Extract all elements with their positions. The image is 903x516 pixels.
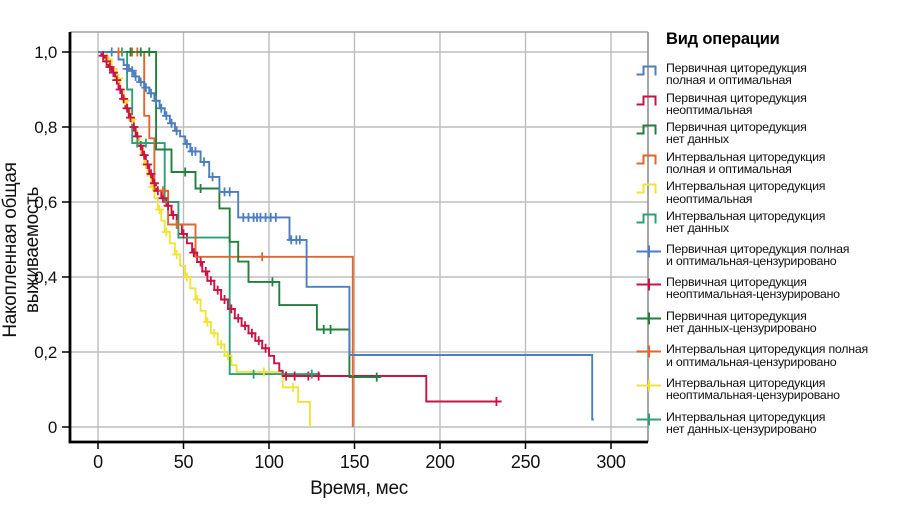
- legend-label-line: Интервальная циторедукция: [666, 149, 826, 164]
- legend-label-line: полная и оптимальная: [666, 162, 792, 177]
- legend-item: Интервальная циторедукция неоптимальная-ц…: [636, 377, 902, 402]
- y-tick-label: 0,4: [34, 268, 57, 287]
- legend-marker-glyph: [636, 413, 661, 426]
- legend-item-label: Интервальная циторедукция полная и оптима…: [666, 149, 826, 177]
- legend-item-label: Интервальная циторедукция полная и оптима…: [666, 343, 868, 368]
- survival-curve: [98, 51, 502, 403]
- legend-step-line-icon: [636, 65, 657, 76]
- legend-label-line: Первичная циторедукция: [666, 61, 807, 75]
- legend-marker-glyph: [636, 183, 657, 194]
- legend-label-line: Интервальная циторедукция: [666, 409, 826, 424]
- legend-item-label: Первичная циторедукция неоптимальная: [666, 90, 807, 117]
- legend-item: Интервальная циторедукция полная и оптима…: [636, 343, 902, 368]
- legend-censor-marker-icon: [636, 345, 661, 358]
- legend-marker-glyph: [636, 345, 661, 358]
- legend-label-line: Интервальная циторедукция: [666, 179, 826, 194]
- legend-item: Интервальная циторедукция неоптимальная: [636, 180, 902, 205]
- legend-item: Первичная циторедукция нет данных: [636, 121, 902, 146]
- legend-item: Первичная циторедукция полная и оптимальн…: [636, 62, 902, 87]
- x-tick-label: 200: [425, 452, 454, 472]
- legend-label-line: нет данных: [666, 132, 729, 147]
- legend-label-line: и оптимальная-цензурировано: [666, 253, 837, 268]
- legend-label-line: Первичная циторедукция полная: [666, 241, 850, 256]
- x-tick-label: 100: [254, 452, 283, 472]
- y-tick-label: 1,0: [34, 43, 57, 62]
- legend-label-line: и оптимальная-цензурировано: [666, 354, 837, 369]
- legend-label-line: нет данных: [666, 221, 729, 236]
- y-tick-label: 0,6: [34, 193, 57, 212]
- legend-censor-marker-icon: [636, 312, 661, 325]
- legend-marker-glyph: [636, 278, 661, 291]
- x-tick-label: 150: [340, 452, 369, 472]
- legend-marker-glyph: [636, 95, 657, 106]
- legend-censor-marker-icon: [636, 379, 661, 392]
- legend-label-line: Интервальная циторедукция полная: [666, 342, 868, 357]
- legend: Вид операции Первичная циторедукция полна…: [636, 30, 902, 444]
- legend-item: Первичная циторедукция неоптимальная-ценз…: [636, 276, 902, 301]
- x-tick-label: 50: [174, 452, 194, 472]
- legend-censor-marker-icon: [636, 245, 661, 258]
- legend-item: Первичная циторедукция неоптимальная: [636, 90, 902, 117]
- legend-item: Первичная циторедукция нет данных-цензури…: [636, 308, 902, 336]
- legend-item-label: Первичная циторедукция неоптимальная-ценз…: [666, 276, 840, 301]
- legend-marker-glyph: [636, 213, 657, 224]
- legend-label-line: Первичная циторедукция: [666, 90, 807, 105]
- legend-marker-glyph: [636, 154, 657, 165]
- survival-curve: [98, 51, 379, 379]
- x-tick-label: 0: [93, 452, 103, 472]
- legend-step-line-icon: [636, 183, 657, 194]
- legend-items: Первичная циторедукция полная и оптимальн…: [636, 62, 902, 435]
- legend-label-line: неоптимальная-цензурировано: [666, 287, 840, 302]
- legend-item-label: Первичная циторедукция нет данных-цензури…: [666, 308, 817, 336]
- legend-item-label: Первичная циторедукция полная и оптимальн…: [666, 241, 850, 268]
- legend-marker-glyph: [636, 312, 661, 325]
- legend-censor-marker-icon: [636, 413, 661, 426]
- legend-marker-glyph: [636, 65, 657, 76]
- survival-curve: [98, 51, 321, 376]
- legend-item-label: Первичная циторедукция полная и оптимальн…: [666, 62, 807, 87]
- legend-label-line: Интервальная циторедукция: [666, 208, 826, 223]
- legend-label-line: нет данных-цензурировано: [666, 421, 817, 436]
- legend-step-line-icon: [636, 213, 657, 224]
- legend-step-line-icon: [636, 154, 657, 165]
- y-tick-label: 0,8: [34, 118, 57, 137]
- legend-label-line: Первичная циторедукция: [666, 120, 807, 135]
- legend-label-line: Интервальная циторедукция: [666, 375, 826, 390]
- legend-label-line: Первичная циторедукция: [666, 308, 807, 323]
- legend-item-label: Интервальная циторедукция неоптимальная: [666, 179, 826, 206]
- legend-title: Вид операции: [666, 30, 780, 48]
- legend-step-line-icon: [636, 124, 657, 135]
- legend-item: Интервальная циторедукция нет данных-ценз…: [636, 409, 902, 436]
- legend-item: Интервальная циторедукция нет данных: [636, 210, 902, 235]
- survival-curve: [98, 51, 594, 421]
- legend-label-line: неоптимальная-цензурировано: [666, 388, 840, 403]
- x-tick-label: 250: [511, 452, 540, 472]
- legend-label-line: нет данных-цензурировано: [666, 321, 817, 336]
- legend-item-label: Интервальная циторедукция нет данных-ценз…: [666, 409, 826, 436]
- x-axis-title: Время, мес: [310, 478, 408, 499]
- legend-marker-glyph: [636, 379, 661, 392]
- legend-label-line: полная и оптимальная: [666, 73, 792, 88]
- legend-label-line: Первичная циторедукция: [666, 275, 807, 290]
- legend-item: Первичная циторедукция полная и оптимальн…: [636, 241, 902, 268]
- legend-marker-glyph: [636, 245, 661, 258]
- y-tick-label: 0: [48, 418, 57, 437]
- y-axis-title: Накопленная общая выживаемость: [0, 162, 43, 338]
- legend-label-line: неоптимальная: [666, 191, 753, 206]
- legend-item-label: Интервальная циторедукция нет данных: [666, 208, 826, 236]
- legend-item-label: Первичная циторедукция нет данных: [666, 121, 807, 146]
- legend-marker-glyph: [636, 124, 657, 135]
- legend-item: Интервальная циторедукция полная и оптима…: [636, 149, 902, 177]
- legend-step-line-icon: [636, 95, 657, 106]
- survival-curve: [98, 51, 354, 427]
- x-tick-label: 300: [596, 452, 625, 472]
- legend-label-line: неоптимальная: [666, 102, 753, 117]
- legend-item-label: Интервальная циторедукция неоптимальная-ц…: [666, 377, 840, 402]
- legend-censor-marker-icon: [636, 278, 661, 291]
- y-tick-label: 0,2: [34, 343, 57, 362]
